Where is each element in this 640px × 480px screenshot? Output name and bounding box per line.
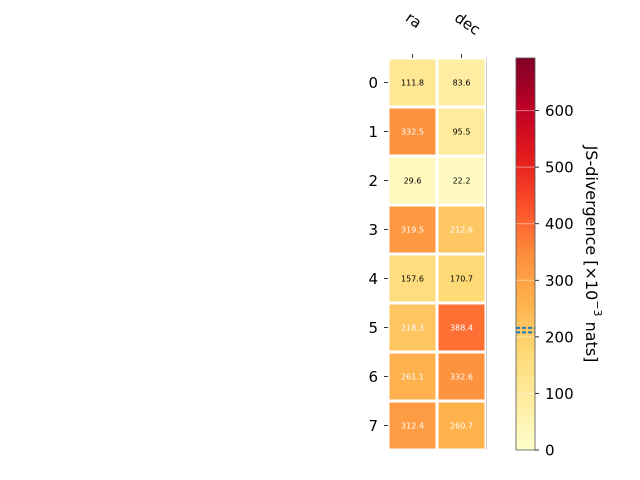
cell-value-label: 111.8 <box>401 79 424 88</box>
row-tick-label: 1 <box>368 123 378 141</box>
heatmap-cell <box>438 206 485 253</box>
cell-value-label: 319.5 <box>401 226 424 235</box>
colorbar-tick-label: 300 <box>545 272 574 290</box>
heatmap-cell <box>389 255 436 302</box>
colorbar-levels <box>516 110 535 394</box>
column-tick-label: ra <box>402 9 425 33</box>
row-tick-label: 0 <box>368 74 378 92</box>
cell-value-label: 388.4 <box>450 324 473 333</box>
cell-value-label: 212.6 <box>450 226 473 235</box>
row-tick-label: 5 <box>368 319 378 337</box>
cell-value-label: 83.6 <box>453 79 471 88</box>
heatmap-cell <box>438 402 485 449</box>
colorbar-tick-label: 600 <box>545 102 574 120</box>
cell-value-label: 22.2 <box>453 177 471 186</box>
cell-value-label: 332.6 <box>450 373 473 382</box>
column-tick-label: dec <box>451 9 483 39</box>
heatmap-cell <box>389 353 436 400</box>
cell-value-label: 312.4 <box>401 422 424 431</box>
cell-value-label: 157.6 <box>401 275 424 284</box>
heatmap-cell <box>389 108 436 155</box>
heatmap-cell <box>438 59 485 106</box>
heatmap-cell <box>389 206 436 253</box>
colorbar-tick-label: 400 <box>545 215 574 233</box>
heatmap-cells <box>389 59 485 449</box>
heatmap-cell <box>438 255 485 302</box>
row-tick-label: 3 <box>368 221 378 239</box>
cell-value-label: 29.6 <box>404 177 422 186</box>
heatmap-cell <box>389 157 436 204</box>
colorbar <box>515 57 536 451</box>
colorbar-axis: 0 100 200 300 400 500 600 <box>535 102 574 460</box>
heatmap-cell <box>389 402 436 449</box>
heatmap-cell <box>389 59 436 106</box>
colorbar-tick-label: 200 <box>545 328 574 346</box>
heatmap-cell <box>438 304 485 351</box>
heatmap-cell <box>438 157 485 204</box>
row-tick-label: 2 <box>368 172 378 190</box>
row-axis: 0 1 2 3 4 5 6 7 <box>368 74 388 435</box>
colorbar-tick-label: 100 <box>545 385 574 403</box>
cell-value-label: 260.7 <box>450 422 473 431</box>
heatmap-cell <box>389 304 436 351</box>
heatmap-cell <box>438 353 485 400</box>
row-tick-label: 6 <box>368 368 378 386</box>
row-tick-label: 7 <box>368 417 378 435</box>
colorbar-tick-label: 0 <box>545 442 555 460</box>
cell-value-label: 218.3 <box>401 324 424 333</box>
cell-value-label: 332.5 <box>401 128 424 137</box>
colorbar-tick-label: 500 <box>545 159 574 177</box>
cell-value-label: 95.5 <box>453 128 471 137</box>
cell-value-label: 261.1 <box>401 373 424 382</box>
heatmap-cell-labels: 111.8 83.6 332.5 95.5 29.6 22.2 319.5 212.6 157.… <box>401 79 473 431</box>
heatmap-cell <box>438 108 485 155</box>
colorbar-label: JS-divergence [×10−3 nats] <box>583 145 605 363</box>
cell-value-label: 170.7 <box>450 275 473 284</box>
row-tick-label: 4 <box>368 270 378 288</box>
column-axis: ra dec <box>402 9 484 58</box>
